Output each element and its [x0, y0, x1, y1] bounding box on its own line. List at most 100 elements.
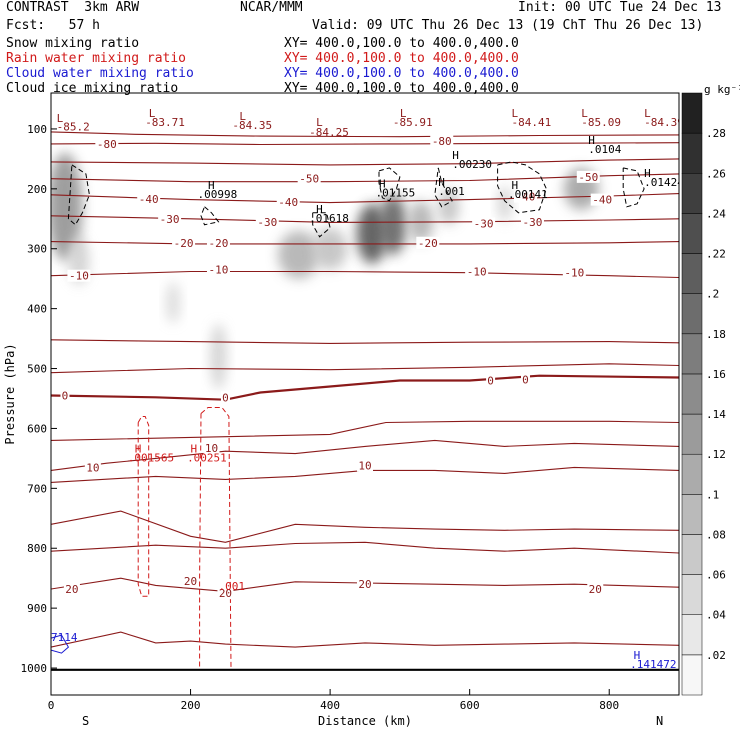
contour-label-bg-17: [465, 265, 489, 278]
colorbar-tick-label-5: .12: [706, 448, 726, 461]
contour-label-bg-19: [60, 389, 70, 402]
contour-label-24: 10: [205, 442, 218, 455]
contour-label-21: 0: [487, 375, 494, 388]
extremum-label-21: .01424: [644, 176, 684, 189]
colorbar-swatch-5: [681, 453, 703, 495]
x-tick-label-600: 600: [460, 699, 480, 712]
colorbar-tick-label-9: .2: [706, 288, 719, 301]
extremum-label-39: .141472: [630, 658, 676, 671]
field-snow-label: Snow mixing ratio: [6, 36, 140, 51]
x-axis-title: Distance (km): [318, 714, 412, 728]
snow-blob-0: [51, 152, 83, 261]
extremum-label-4: L: [239, 110, 246, 123]
temp-contour-line-2: [51, 420, 679, 441]
temp-contour-line-4: [51, 510, 679, 543]
snow-blob-3: [210, 323, 227, 390]
y-tick-label-200: 200: [27, 183, 47, 196]
x-tick-label-400: 400: [320, 699, 340, 712]
y-tick-label-1000: 1000: [21, 662, 48, 675]
snow-blob-5: [312, 227, 348, 270]
contour-label-bg-4: [137, 193, 161, 206]
contour-label-16: -10: [209, 264, 229, 277]
contour-label-bg-24: [203, 442, 220, 455]
extremum-label-24: H: [379, 178, 386, 191]
cloud-ice-contour-4: [434, 167, 453, 208]
colorbar-tick-label-4: .1: [706, 488, 719, 501]
field-cloudwater-xy: XY= 400.0,100.0 to 400.0,400.0: [284, 66, 519, 81]
extremum-label-38: H: [634, 649, 641, 662]
contour-label-bg-22: [520, 373, 530, 386]
contour-label-bg-11: [520, 215, 544, 228]
y-tick-label-600: 600: [27, 422, 47, 435]
colorbar-unit: g kg⁻¹: [704, 83, 740, 96]
contour-label-5: -40: [278, 196, 298, 209]
colorbar-tick-label-6: .14: [706, 408, 726, 421]
snow-shading-layer: [51, 152, 599, 390]
x-tick-label-200: 200: [181, 699, 201, 712]
contour-label-bg-12: [172, 236, 196, 249]
temp-contour-line-5: [51, 541, 679, 554]
colorbar-swatch-8: [681, 333, 703, 375]
colorbar-tick-label-1: .04: [706, 609, 726, 622]
contour-label-bg-7: [590, 193, 614, 206]
contour-label-2: -50: [299, 173, 319, 186]
colorbar-swatch-12: [681, 173, 703, 214]
extremum-label-28: H: [512, 179, 519, 192]
colorbar-swatch-0: [681, 654, 703, 696]
extremum-label-2: L: [149, 107, 156, 120]
extremum-label-32: H: [135, 442, 142, 455]
cloud-ice-contour-0: [67, 164, 90, 226]
extremum-label-3: -83.71: [145, 116, 185, 129]
extremum-label-35: .00251: [187, 451, 227, 464]
field-cloudice-xy: XY= 400.0,100.0 to 400.0,400.0: [284, 81, 519, 96]
field-rain-xy: XY= 400.0,100.0 to 400.0,400.0: [284, 51, 519, 66]
y-tick-label-300: 300: [27, 243, 47, 256]
temp-contour-10: [51, 439, 679, 471]
extremum-label-1: -85.2: [57, 121, 90, 134]
snow-blob-4: [277, 230, 320, 279]
extrema-labels: L-85.2L-83.71 L-84.35 L-84.25L-85.91L-84.4…: [51, 107, 684, 671]
contour-label-bg-23: [84, 461, 101, 474]
contour-label-4: -40: [139, 193, 159, 206]
end-label-left: S: [82, 714, 89, 728]
extremum-label-31: .01618: [309, 212, 349, 225]
colorbar-tick-label-2: .06: [706, 569, 726, 582]
contour-label-26: 20: [65, 583, 78, 596]
contour-label-bg-18: [562, 266, 586, 279]
contour-label-23: 10: [86, 461, 99, 474]
temp-contour--40: [51, 193, 679, 204]
contour-label-18: -10: [564, 267, 584, 280]
temperature-contours: [51, 131, 679, 671]
contour-label-bg-3: [576, 170, 600, 183]
cloud-ice-contour-2: [312, 212, 331, 238]
x-tick-label-800: 800: [599, 699, 619, 712]
temp-contour--50: [51, 173, 679, 183]
colorbar-tick-label-0: .02: [706, 649, 726, 662]
extremum-label-8: L: [400, 107, 407, 120]
extremum-label-0: L: [57, 112, 64, 125]
contour-label-bg-13: [206, 236, 230, 249]
colorbar-swatch-9: [681, 293, 703, 335]
extremum-label-36: .001: [218, 580, 245, 593]
colorbar-swatch-11: [681, 213, 703, 254]
colorbar-swatch-1: [681, 614, 703, 656]
colorbar-swatch-3: [681, 534, 703, 575]
colorbar-swatch-4: [681, 494, 703, 535]
contour-label-30: 20: [589, 583, 602, 596]
colorbar-swatch-14: [681, 92, 703, 134]
y-axis: 100 200 300 400 500 600 700 800 900 1000: [21, 123, 57, 675]
field-snow-xy: XY= 400.0,100.0 to 400.0,400.0: [284, 36, 519, 51]
contour-label-bg-10: [472, 217, 496, 230]
org-label: NCAR/MMM: [240, 0, 303, 15]
extremum-label-17: .00230: [452, 158, 492, 171]
snow-blob-9: [438, 188, 460, 225]
colorbar-swatch-2: [681, 574, 703, 615]
extremum-label-11: -84.41: [512, 116, 552, 129]
contour-labels: -80 -80-50 -50-40 -40 -40 -40-30 -30 -30 -30-20-…: [60, 134, 614, 600]
rain-contour-2: [199, 413, 202, 668]
colorbar-tick-label-8: .18: [706, 328, 726, 341]
colorbar: .02 .04 .06 .08 .1 .12 .14 .16 .18 .2 .22 .24 .26 .28: [681, 92, 726, 696]
temp-contour--10: [51, 270, 679, 279]
contour-label-14: -20: [418, 237, 438, 250]
